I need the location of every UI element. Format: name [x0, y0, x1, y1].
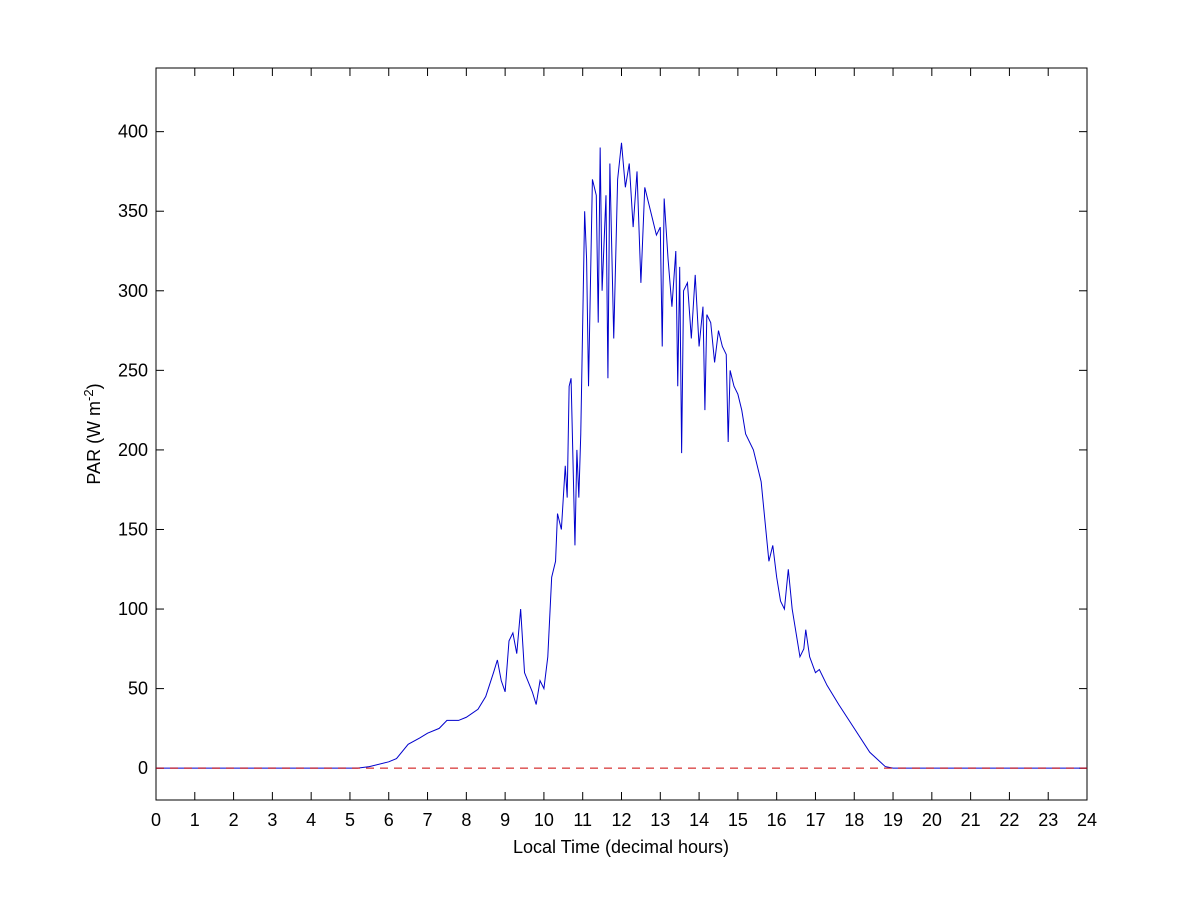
x-tick-label: 12 — [611, 810, 631, 830]
y-tick-label: 150 — [118, 519, 148, 539]
y-tick-label: 350 — [118, 201, 148, 221]
x-tick-label: 10 — [534, 810, 554, 830]
data-line — [156, 142, 1087, 769]
y-tick-label: 300 — [118, 281, 148, 301]
y-tick-label: 100 — [118, 599, 148, 619]
y-tick-label: 200 — [118, 440, 148, 460]
x-axis-label: Local Time (decimal hours) — [513, 837, 729, 857]
x-tick-label: 15 — [728, 810, 748, 830]
x-tick-label: 19 — [883, 810, 903, 830]
x-tick-label: 14 — [689, 810, 709, 830]
y-label-end: ) — [84, 383, 104, 389]
x-tick-label: 0 — [151, 810, 161, 830]
x-tick-label: 3 — [267, 810, 277, 830]
y-tick-label: 400 — [118, 122, 148, 142]
x-tick-label: 9 — [500, 810, 510, 830]
y-axis-label: PAR (W m-2) — [81, 383, 104, 484]
x-tick-label: 11 — [573, 810, 592, 830]
x-tick-label: 4 — [306, 810, 316, 830]
x-tick-label: 2 — [229, 810, 239, 830]
x-tick-label: 22 — [999, 810, 1019, 830]
y-tick-label: 250 — [118, 360, 148, 380]
x-tick-label: 17 — [805, 810, 825, 830]
y-label-sup: -2 — [81, 389, 96, 401]
x-tick-label: 21 — [961, 810, 981, 830]
x-tick-label: 20 — [922, 810, 942, 830]
x-tick-label: 23 — [1038, 810, 1058, 830]
x-tick-label: 5 — [345, 810, 355, 830]
x-tick-label: 13 — [650, 810, 670, 830]
x-tick-label: 1 — [190, 810, 200, 830]
x-tick-label: 6 — [384, 810, 394, 830]
y-tick-label: 50 — [128, 679, 148, 699]
y-label-main: PAR (W m — [84, 401, 104, 485]
x-tick-label: 8 — [461, 810, 471, 830]
x-tick-label: 7 — [423, 810, 433, 830]
y-tick-label: 0 — [138, 758, 148, 778]
x-tick-label: 18 — [844, 810, 864, 830]
x-tick-label: 24 — [1077, 810, 1097, 830]
x-tick-label: 16 — [767, 810, 787, 830]
